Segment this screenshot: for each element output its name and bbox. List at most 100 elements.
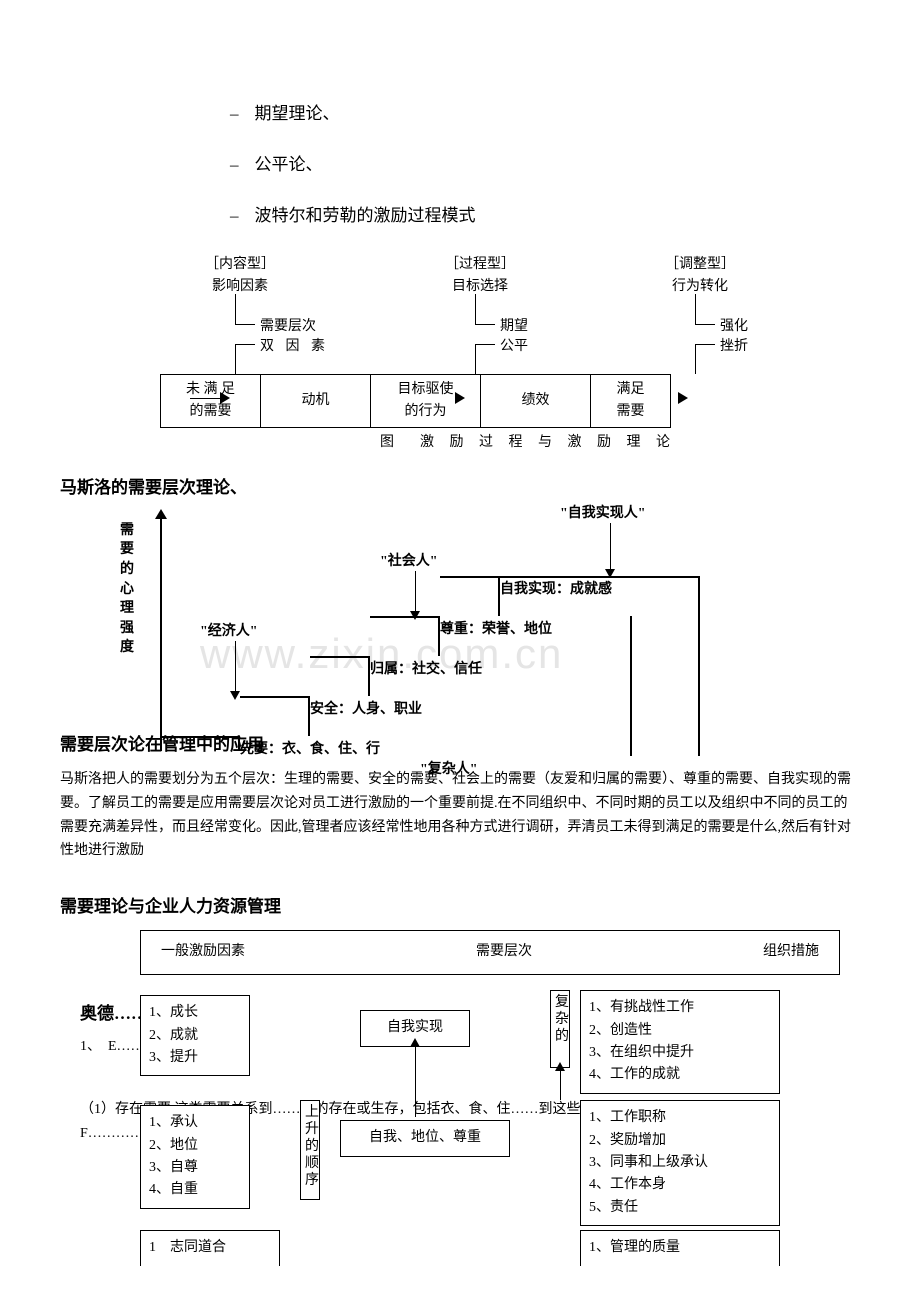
arrow-down-icon xyxy=(230,691,240,700)
persona-tag: "社会人" xyxy=(380,551,438,573)
d1-bracket: ［调整型］ xyxy=(630,254,770,276)
section-title: 马斯洛的需要层次理论、 xyxy=(60,474,860,501)
li: 3、同事和上级承认 xyxy=(589,1152,771,1174)
dash-icon: – xyxy=(230,206,239,225)
d1-sub: 影响因素 xyxy=(212,279,268,294)
d1-header: ［调整型］ 行为转化 xyxy=(630,254,770,299)
d3-header-row: 一般激励因素 需要层次 组织措施 xyxy=(140,930,840,974)
need-level-box: 自我、地位、尊重 xyxy=(340,1120,510,1156)
bullet-item: –期望理论、 xyxy=(230,100,860,127)
connector-line xyxy=(560,1070,561,1100)
connector-line xyxy=(235,344,255,345)
level-label: 归属：社交、信任 xyxy=(370,659,482,681)
connector-line xyxy=(235,324,255,325)
li: 2、成就 xyxy=(149,1025,241,1047)
li: 1、成长 xyxy=(149,1002,241,1024)
li: 3、自尊 xyxy=(149,1157,241,1179)
li: 4、工作的成就 xyxy=(589,1064,771,1086)
bullet-text: 波特尔和劳勒的激励过程模式 xyxy=(255,206,476,225)
measure-box: 1、工作职称 2、奖励增加 3、同事和上级承认 4、工作本身 5、责任 xyxy=(580,1100,780,1226)
li: 1、工作职称 xyxy=(589,1107,771,1129)
d1-bracket: ［内容型］ xyxy=(170,254,310,276)
diagram-caption: 图 激 励 过 程 与 激 励 理 论 xyxy=(380,432,676,454)
connector-line xyxy=(235,344,236,374)
factor-box: 1、成长 2、成就 3、提升 xyxy=(140,995,250,1076)
vertical-label: 上升的顺序 xyxy=(300,1100,320,1200)
vertical-label-text: 复杂的 xyxy=(555,995,569,1044)
connector-line xyxy=(475,344,495,345)
level-label: 安全：人身、职业 xyxy=(310,699,422,721)
diagram-needs-vs-org: 一般激励因素 需要层次 组织措施 奥德…… G 理论、 1、 E…… 的基本内容… xyxy=(140,930,860,1270)
li: 1、有挑战性工作 xyxy=(589,997,771,1019)
cut-box: 1、管理的质量 xyxy=(580,1230,780,1265)
dash-icon: – xyxy=(230,104,239,123)
measure-box: 1、有挑战性工作 2、创造性 3、在组织中提升 4、工作的成就 xyxy=(580,990,780,1094)
cell: 满足 需要 xyxy=(591,374,671,428)
y-axis-line xyxy=(160,511,162,751)
level-label: 自我实现：成就感 xyxy=(500,579,612,601)
persona-tag: "经济人" xyxy=(200,621,258,643)
step-line xyxy=(440,576,500,616)
dash-icon: – xyxy=(230,155,239,174)
li: 2、奖励增加 xyxy=(589,1130,771,1152)
li: 5、责任 xyxy=(589,1197,771,1219)
level-label: 尊重：荣誉、地位 xyxy=(440,619,552,641)
cell: 动机 xyxy=(261,374,371,428)
d1-sub: 目标选择 xyxy=(452,279,508,294)
arrow-down-icon xyxy=(410,611,420,620)
connector-line xyxy=(235,294,236,324)
step-line xyxy=(370,616,440,656)
arrow-icon xyxy=(678,392,688,404)
cell: 未 满 足 的需要 xyxy=(161,374,261,428)
connector-line xyxy=(695,344,715,345)
process-table: 未 满 足 的需要 动机 目标驱使 的行为 绩效 满足 需要 xyxy=(160,374,671,429)
diagram-process-flow: ［内容型］ 影响因素 ［过程型］ 目标选择 ［调整型］ 行为转化 需要层次 双 … xyxy=(160,254,880,454)
connector-line xyxy=(695,344,696,374)
diagram-maslow-steps: 需要的心理强度 先要：衣、食、住、行 安全：人身、职业 归属：社交、信任 尊重：… xyxy=(120,511,840,791)
bullet-text: 公平论、 xyxy=(255,155,323,174)
branch-text: 双 因 素 xyxy=(260,336,329,358)
connector-line xyxy=(475,324,495,325)
connector-line xyxy=(235,641,236,693)
li: 3、在组织中提升 xyxy=(589,1042,771,1064)
cut-box: 1 志同道合 xyxy=(140,1230,280,1265)
page-content: –期望理论、 –公平论、 –波特尔和劳勒的激励过程模式 ［内容型］ 影响因素 ［… xyxy=(60,100,860,1270)
y-axis-label: 需要的心理强度 xyxy=(120,521,138,658)
step-line xyxy=(310,656,370,696)
connector-line xyxy=(695,324,715,325)
connector-line xyxy=(610,523,611,571)
bullet-item: –波特尔和劳勒的激励过程模式 xyxy=(230,202,860,229)
connector-line xyxy=(695,294,696,324)
step-line xyxy=(500,576,700,578)
vertical-label-text: 上升的顺序 xyxy=(305,1105,319,1187)
li: 4、工作本身 xyxy=(589,1174,771,1196)
section-title: 需要理论与企业人力资源管理 xyxy=(60,893,860,920)
step-line xyxy=(240,696,310,736)
li: 4、自重 xyxy=(149,1179,241,1201)
d3-header-cell: 组织措施 xyxy=(763,941,819,963)
d3-header-cell: 一般激励因素 xyxy=(161,941,245,963)
d1-bracket: ［过程型］ xyxy=(410,254,550,276)
vertical-label: 复杂的 xyxy=(550,990,570,1068)
connector-line xyxy=(475,294,476,324)
li: 1、承认 xyxy=(149,1112,241,1134)
connector-line xyxy=(415,571,416,613)
persona-tag: "自我实现人" xyxy=(560,503,646,525)
d3-header-cell: 需要层次 xyxy=(476,941,532,963)
li: 2、创造性 xyxy=(589,1020,771,1042)
d1-header: ［内容型］ 影响因素 xyxy=(170,254,310,299)
level-label: 先要：衣、食、住、行 xyxy=(240,739,380,761)
connector-line xyxy=(475,344,476,374)
step-line xyxy=(162,736,240,751)
li: 2、地位 xyxy=(149,1135,241,1157)
bullet-item: –公平论、 xyxy=(230,151,860,178)
cell: 目标驱使 的行为 xyxy=(371,374,481,428)
cell: 绩效 xyxy=(481,374,591,428)
persona-tag: "复杂人" xyxy=(420,759,478,781)
step-line xyxy=(698,576,700,756)
connector-line xyxy=(415,1045,416,1117)
d1-header: ［过程型］ 目标选择 xyxy=(410,254,550,299)
branch-text: 挫折 xyxy=(720,336,748,358)
d1-sub: 行为转化 xyxy=(672,279,728,294)
arrow-down-icon xyxy=(605,569,615,578)
